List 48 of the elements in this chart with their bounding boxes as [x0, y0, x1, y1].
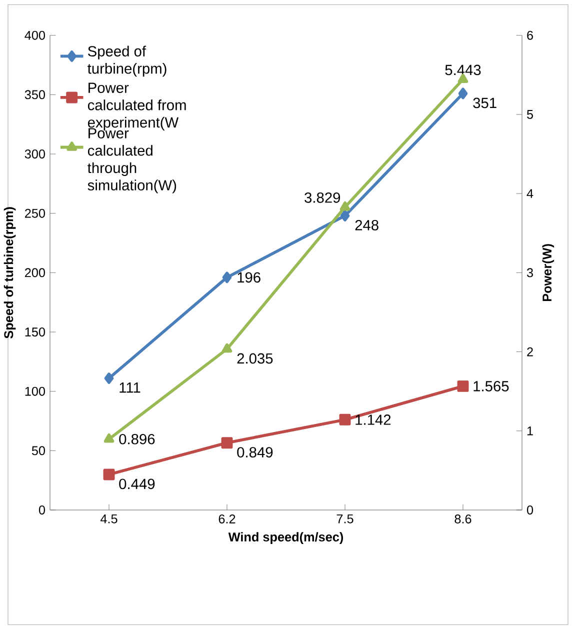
x-tick-label: 8.6 [454, 514, 472, 524]
y2-tick-label: 5 [527, 110, 534, 119]
data-label: 5.443 [445, 64, 481, 76]
data-label: 1.565 [474, 381, 509, 392]
y-axis-title: Speed of turbine(rpm) [4, 207, 16, 338]
x-axis-title: Wind speed(m/sec) [228, 532, 344, 544]
y2-tick-label: 2 [527, 347, 534, 356]
point [222, 272, 232, 284]
y-tick-label: 350 [25, 90, 46, 100]
y-tick-label: 0 [39, 506, 46, 514]
x-tick-label: 4.5 [100, 514, 118, 524]
data-label: 248 [356, 220, 379, 230]
data-label: 196 [238, 272, 261, 283]
x-tick-label: 7.5 [337, 514, 354, 524]
y-tick-label: 400 [24, 30, 46, 40]
point [104, 433, 114, 443]
y-tick-label: 300 [25, 150, 46, 158]
data-label: 2.035 [238, 353, 273, 364]
point [457, 380, 469, 392]
point [104, 372, 114, 384]
point [103, 468, 115, 480]
y2-tick-label: 6 [527, 30, 534, 40]
y-tick-label: 250 [25, 208, 46, 218]
data-label: 1.142 [356, 414, 391, 425]
data-label: 0.849 [237, 447, 273, 458]
y2-axis-title: Power(W) [542, 244, 554, 302]
legend-label: Speed of turbine(rpm) [88, 46, 166, 77]
y-tick-label: 100 [26, 386, 46, 396]
x-tick-label: 6.2 [219, 514, 236, 524]
point [222, 343, 232, 353]
point [221, 437, 233, 449]
data-label: 351 [473, 98, 497, 108]
data-label: 111 [120, 382, 140, 393]
point [340, 201, 350, 211]
y2-tick-label: 3 [527, 268, 534, 278]
point [340, 210, 350, 222]
point [458, 88, 468, 100]
data-label: 0.896 [119, 434, 155, 444]
point [339, 414, 351, 426]
data-label: 3.829 [304, 192, 340, 203]
y-tick-label: 200 [25, 268, 46, 278]
data-label: 0.449 [119, 478, 155, 490]
y2-tick-label: 1 [528, 426, 534, 436]
y-tick-label: 150 [26, 328, 46, 336]
y-tick-label: 50 [32, 446, 46, 456]
y2-tick-label: 4 [526, 189, 534, 198]
y2-tick-label: 0 [527, 506, 534, 514]
legend-label: Power calculated from experiment(W [88, 82, 186, 131]
